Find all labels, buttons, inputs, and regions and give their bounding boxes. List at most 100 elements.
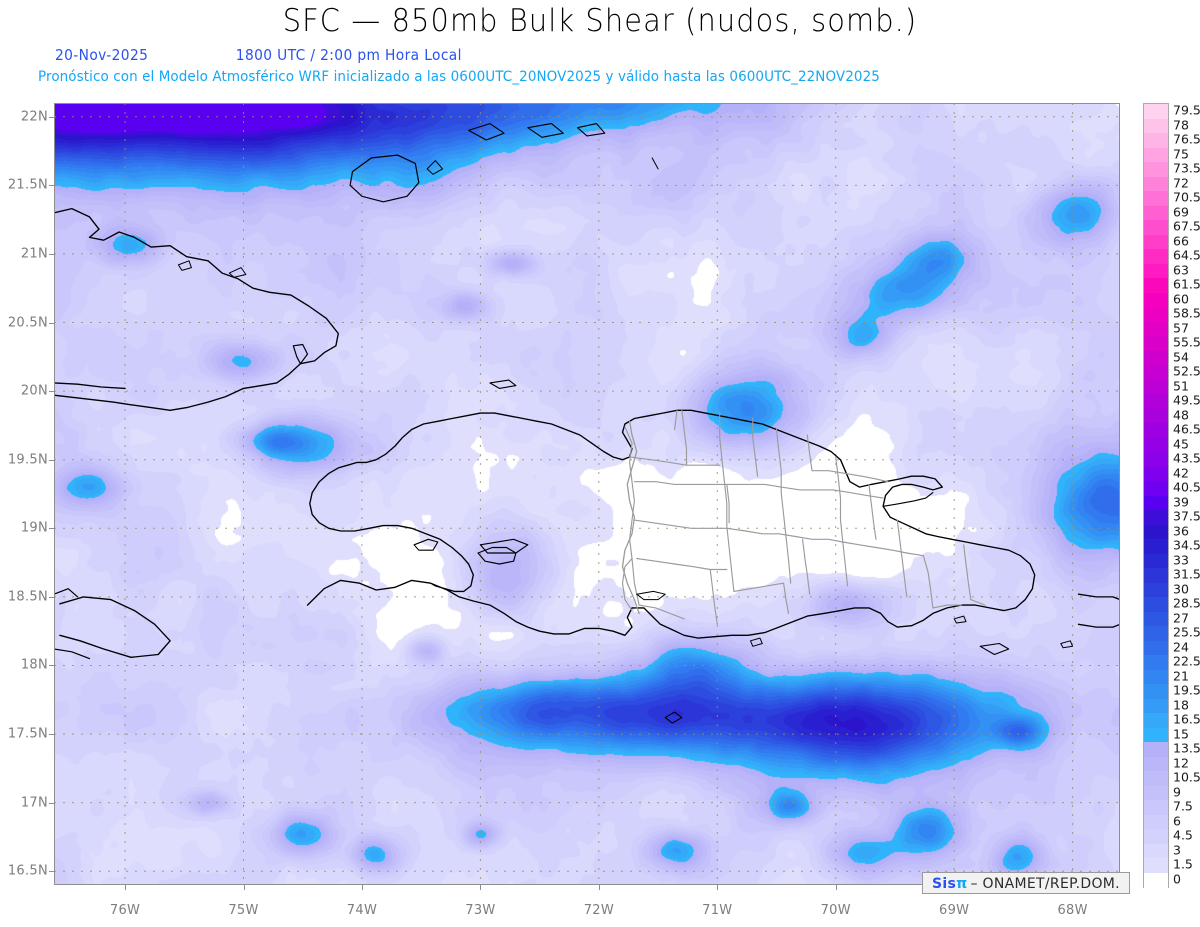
colorbar-swatch [1144,858,1168,874]
y-axis-tick [49,871,54,873]
map-plot-area[interactable] [54,103,1120,885]
colorbar-tick-label: 52.5 [1173,363,1200,379]
colorbar-swatch [1144,698,1168,714]
colorbar-swatch [1144,756,1168,772]
colorbar-swatch [1144,524,1168,540]
colorbar-swatch [1144,437,1168,453]
y-axis-tick [49,596,54,598]
colorbar-swatch [1144,394,1168,410]
chart-header: SFC — 850mb Bulk Shear (nudos, somb.) 20… [0,0,1200,96]
x-axis-tick [125,885,127,890]
y-axis-tick [49,802,54,804]
colorbar-tick-label: 78 [1173,117,1189,133]
x-axis-label: 74W [346,903,378,918]
y-axis-label: 17.5N [7,726,48,742]
subtitle-model: Pronóstico con el Modelo Atmosférico WRF… [38,69,880,85]
x-axis-tick [717,885,719,890]
coastlines-and-borders [54,123,1120,724]
colorbar-tick-label: 49.5 [1173,392,1200,408]
colorbar-swatch [1144,162,1168,178]
colorbar-tick-label: 24 [1173,639,1189,655]
colorbar-swatch [1144,147,1168,163]
colorbar-tick-label: 64.5 [1173,247,1200,263]
y-axis-label: 19N [20,520,48,536]
colorbar[interactable] [1143,103,1169,888]
colorbar-tick-label: 69 [1173,204,1189,220]
y-axis-label: 20.5N [7,315,48,330]
colorbar-tick-label: 16.5 [1173,711,1200,727]
colorbar-tick-label: 4.5 [1173,827,1193,843]
attribution-source: – ONAMET/REP.DOM. [970,875,1120,892]
colorbar-tick-label: 3 [1173,842,1181,858]
colorbar-swatch [1144,640,1168,656]
y-axis-label: 18N [20,657,48,673]
colorbar-swatch [1144,408,1168,424]
colorbar-tick-label: 46.5 [1173,421,1200,437]
colorbar-tick-label: 10.5 [1173,769,1200,785]
y-axis-tick [49,185,54,187]
colorbar-tick-label: 9 [1173,784,1181,800]
colorbar-tick-label: 70.5 [1173,189,1200,205]
colorbar-tick-label: 61.5 [1173,276,1200,292]
brand-sis: Sis [932,875,957,892]
y-axis-tick [49,459,54,461]
colorbar-swatch [1144,727,1168,743]
colorbar-swatch [1144,263,1168,279]
colorbar-tick-label: 25.5 [1173,624,1200,640]
y-axis-tick [49,322,54,324]
colorbar-swatch [1144,568,1168,584]
colorbar-swatch [1144,800,1168,816]
colorbar-swatch [1144,220,1168,236]
colorbar-swatch [1144,350,1168,366]
colorbar-tick-label: 18 [1173,697,1189,713]
x-axis-label: 75W [228,903,259,918]
colorbar-swatch [1144,669,1168,685]
colorbar-tick-label: 15 [1173,726,1189,742]
colorbar-swatch [1144,582,1168,598]
y-axis-label: 17N [20,795,48,811]
x-axis-tick [361,885,363,890]
colorbar-swatch [1144,742,1168,758]
colorbar-swatch [1144,481,1168,497]
colorbar-tick-label: 76.5 [1173,131,1200,147]
y-axis-label: 18.5N [7,589,48,605]
colorbar-swatch [1144,829,1168,845]
colorbar-tick-label: 42 [1173,465,1189,481]
colorbar-swatch [1144,234,1168,250]
subtitle-datetime: 20-Nov-2025 1800 UTC / 2:00 pm Hora Loca… [55,46,462,64]
colorbar-swatch [1144,307,1168,323]
colorbar-tick-label: 57 [1173,320,1189,336]
colorbar-tick-label: 21 [1173,668,1189,684]
colorbar-tick-label: 43.5 [1173,450,1200,466]
colorbar-swatch [1144,814,1168,830]
colorbar-swatch [1144,336,1168,352]
colorbar-swatch [1144,785,1168,801]
colorbar-swatch [1144,118,1168,134]
colorbar-swatch [1144,292,1168,308]
x-axis-label: 71W [702,903,733,918]
x-axis-label: 72W [583,903,614,918]
colorbar-tick-label: 0 [1173,871,1181,887]
colorbar-swatch [1144,597,1168,613]
y-axis-label: 20N [20,383,48,399]
page-title: SFC — 850mb Bulk Shear (nudos, somb.) [282,3,918,39]
colorbar-tick-label: 75 [1173,146,1189,162]
y-axis-label: 21.5N [7,177,48,193]
forecast-time: 1800 UTC / 2:00 pm Hora Local [235,46,462,64]
colorbar-tick-label: 72 [1173,175,1189,191]
y-axis-tick [49,391,54,393]
colorbar-swatch [1144,205,1168,221]
colorbar-tick-label: 67.5 [1173,218,1200,234]
colorbar-swatch [1144,626,1168,642]
colorbar-tick-label: 19.5 [1173,682,1200,698]
colorbar-tick-label: 51 [1173,378,1189,394]
colorbar-tick-label: 66 [1173,233,1189,249]
colorbar-swatch [1144,655,1168,671]
colorbar-tick-label: 1.5 [1173,856,1193,872]
colorbar-tick-label: 45 [1173,436,1189,452]
colorbar-swatch [1144,104,1168,120]
forecast-date: 20-Nov-2025 [55,46,149,64]
y-axis-tick [49,734,54,736]
colorbar-tick-labels: 79.5 78 76.5 75 73.5 72 70.5 69 67.5 66 64.5 63 61.5… [1173,103,1200,893]
x-axis-tick [598,885,600,890]
